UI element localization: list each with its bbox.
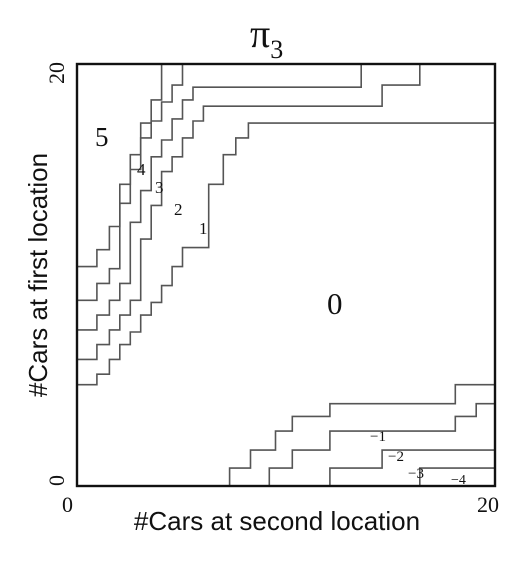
boundary-line-5 [77, 122, 495, 386]
boundary-lines [77, 64, 495, 486]
title-symbol: π [250, 11, 270, 56]
y-axis-min-label: 0 [44, 475, 69, 486]
region-label-0: 0 [327, 286, 343, 321]
boundary-line-2 [77, 64, 184, 302]
region-label-5: 5 [95, 122, 109, 152]
y-axis-max-label: 20 [44, 62, 69, 84]
figure-title: π3 [250, 11, 283, 64]
region-label-2: 2 [174, 200, 183, 219]
boundary-line-8 [329, 449, 495, 486]
region-label-4: 4 [137, 160, 146, 179]
y-axis-label: #Cars at first location [23, 153, 53, 397]
boundary-line-3 [77, 64, 363, 331]
region-label-minus-1: −1 [370, 429, 386, 445]
plot-frame [75, 62, 497, 488]
x-axis-min-label: 0 [62, 492, 73, 517]
region-label-minus-3: −3 [408, 466, 424, 482]
region-label-3: 3 [155, 178, 164, 197]
boundary-line-4 [77, 64, 421, 361]
title-subscript: 3 [270, 35, 283, 64]
region-labels: 5 4 3 2 1 0 −1 −2 −3 −4 [95, 122, 466, 488]
boundary-line-6 [228, 383, 495, 486]
boundary-line-7 [268, 402, 495, 486]
boundary-line-9 [418, 467, 495, 486]
region-label-minus-2: −2 [388, 449, 404, 465]
region-label-1: 1 [199, 219, 208, 238]
region-label-minus-4: −4 [451, 473, 466, 488]
x-axis-label: #Cars at second location [134, 506, 420, 536]
x-axis-max-label: 20 [477, 492, 499, 517]
